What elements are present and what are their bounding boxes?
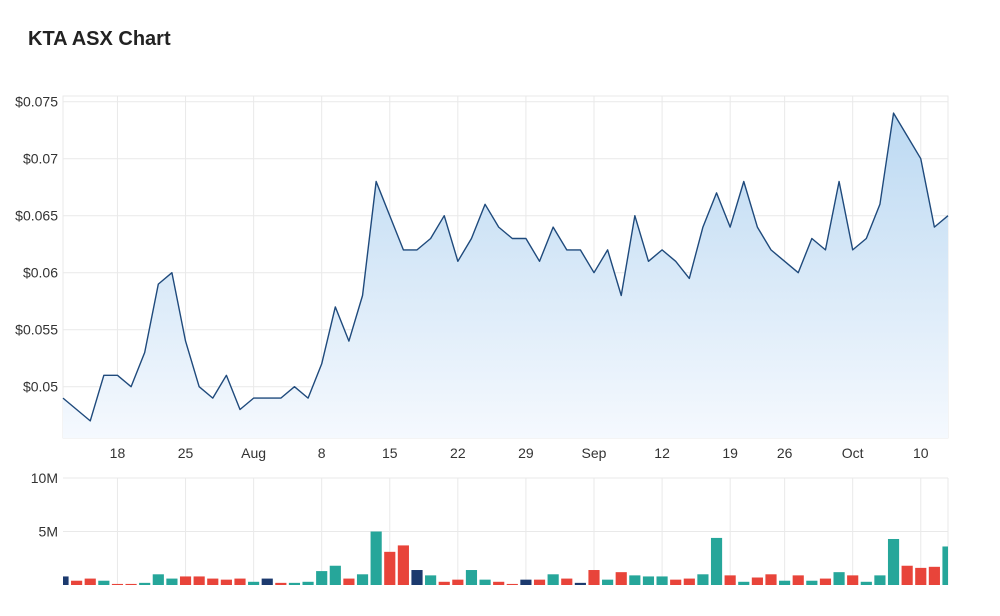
volume-bar: [833, 572, 845, 585]
volume-bar: [765, 574, 777, 585]
volume-bar: [915, 567, 927, 585]
volume-bar: [901, 565, 913, 585]
volume-bar: [465, 570, 478, 585]
volume-bar: [928, 566, 940, 585]
chart-title: KTA ASX Chart: [28, 28, 171, 50]
volume-bar: [384, 551, 396, 585]
volume-bar: [111, 583, 124, 585]
volume-bar: [887, 538, 900, 585]
volume-tick-label: 5M: [39, 524, 58, 540]
volume-bar: [84, 578, 96, 585]
volume-bar: [506, 583, 518, 585]
volume-bar: [588, 570, 600, 585]
volume-bar: [683, 578, 695, 585]
y-tick-label: $0.065: [15, 208, 58, 224]
volume-bar: [370, 531, 382, 585]
volume-bar: [275, 582, 287, 585]
y-tick-label: $0.07: [23, 151, 58, 167]
x-tick-label: 12: [654, 445, 670, 461]
volume-bar: [411, 570, 423, 585]
volume-bar: [288, 582, 301, 585]
y-tick-label: $0.06: [23, 265, 58, 281]
volume-bar: [574, 582, 586, 585]
volume-bar: [71, 580, 83, 585]
volume-bar: [629, 575, 641, 585]
volume-bar: [152, 574, 164, 585]
x-tick-label: Aug: [241, 445, 266, 461]
x-tick-label: 22: [450, 445, 466, 461]
y-tick-label: $0.075: [15, 94, 58, 110]
volume-bar: [860, 581, 872, 585]
volume-bar: [425, 575, 437, 585]
volume-bar: [234, 578, 246, 585]
volume-bar: [207, 578, 219, 585]
x-tick-label: 8: [318, 445, 326, 461]
volume-bar: [479, 579, 491, 585]
volume-bar: [98, 580, 110, 585]
volume-tick-label: 10M: [31, 470, 58, 486]
x-tick-label: 15: [382, 445, 398, 461]
volume-bar: [316, 571, 328, 585]
x-tick-label: 10: [913, 445, 929, 461]
x-tick-label: 25: [178, 445, 194, 461]
volume-bar: [452, 579, 464, 585]
volume-bar: [874, 575, 886, 585]
volume-bar: [942, 546, 948, 585]
volume-bar: [547, 574, 559, 585]
volume-bar: [724, 575, 736, 585]
volume-bar: [738, 581, 750, 585]
volume-bar: [493, 581, 505, 585]
volume-bar: [697, 574, 709, 585]
volume-bar: [356, 574, 369, 585]
volume-bar: [302, 581, 314, 585]
x-tick-label: 26: [777, 445, 793, 461]
y-axis-labels: $0.05 $0.055 $0.06 $0.065 $0.07 $0.075: [15, 94, 58, 395]
volume-bar: [329, 565, 341, 585]
volume-bar: [792, 575, 804, 585]
x-tick-label: 19: [722, 445, 738, 461]
volume-bar: [819, 578, 832, 585]
volume-bar: [220, 579, 232, 585]
volume-bar: [561, 578, 573, 585]
volume-bar: [438, 581, 450, 585]
price-area: [63, 113, 948, 438]
volume-bar: [179, 576, 192, 585]
volume-bar: [397, 545, 409, 585]
x-tick-label: Oct: [842, 445, 864, 461]
x-tick-label: Sep: [582, 445, 607, 461]
y-tick-label: $0.055: [15, 322, 58, 338]
volume-bar: [139, 582, 151, 585]
volume-bar: [343, 578, 355, 585]
volume-bar: [520, 579, 532, 585]
price-line: [62, 112, 949, 422]
volume-bar: [670, 579, 682, 585]
volume-bar: [779, 580, 791, 585]
volume-axis-labels: 5M 10M: [31, 470, 58, 540]
volume-bar: [847, 575, 859, 585]
volume-bar: [642, 576, 655, 585]
volume-bar: [602, 579, 614, 585]
x-axis-labels: 18 25 Aug 8 15 22 29 Sep 12 19 26 Oct 10: [110, 445, 929, 461]
volume-bar: [248, 581, 260, 585]
volume-bar: [751, 577, 763, 585]
volume-bar: [193, 576, 205, 585]
volume-bar: [63, 576, 69, 585]
volume-bar: [533, 579, 546, 585]
volume-bar: [806, 580, 818, 585]
x-tick-label: 29: [518, 445, 534, 461]
volume-bar: [125, 583, 137, 585]
volume-bar: [166, 578, 178, 585]
volume-bar: [615, 572, 627, 585]
volume-grid: [63, 477, 949, 585]
volume-bar: [261, 578, 273, 585]
volume-bars: [63, 531, 948, 585]
y-tick-label: $0.05: [23, 379, 58, 395]
volume-bar: [656, 576, 668, 585]
volume-bar: [710, 537, 723, 585]
x-tick-label: 18: [110, 445, 126, 461]
